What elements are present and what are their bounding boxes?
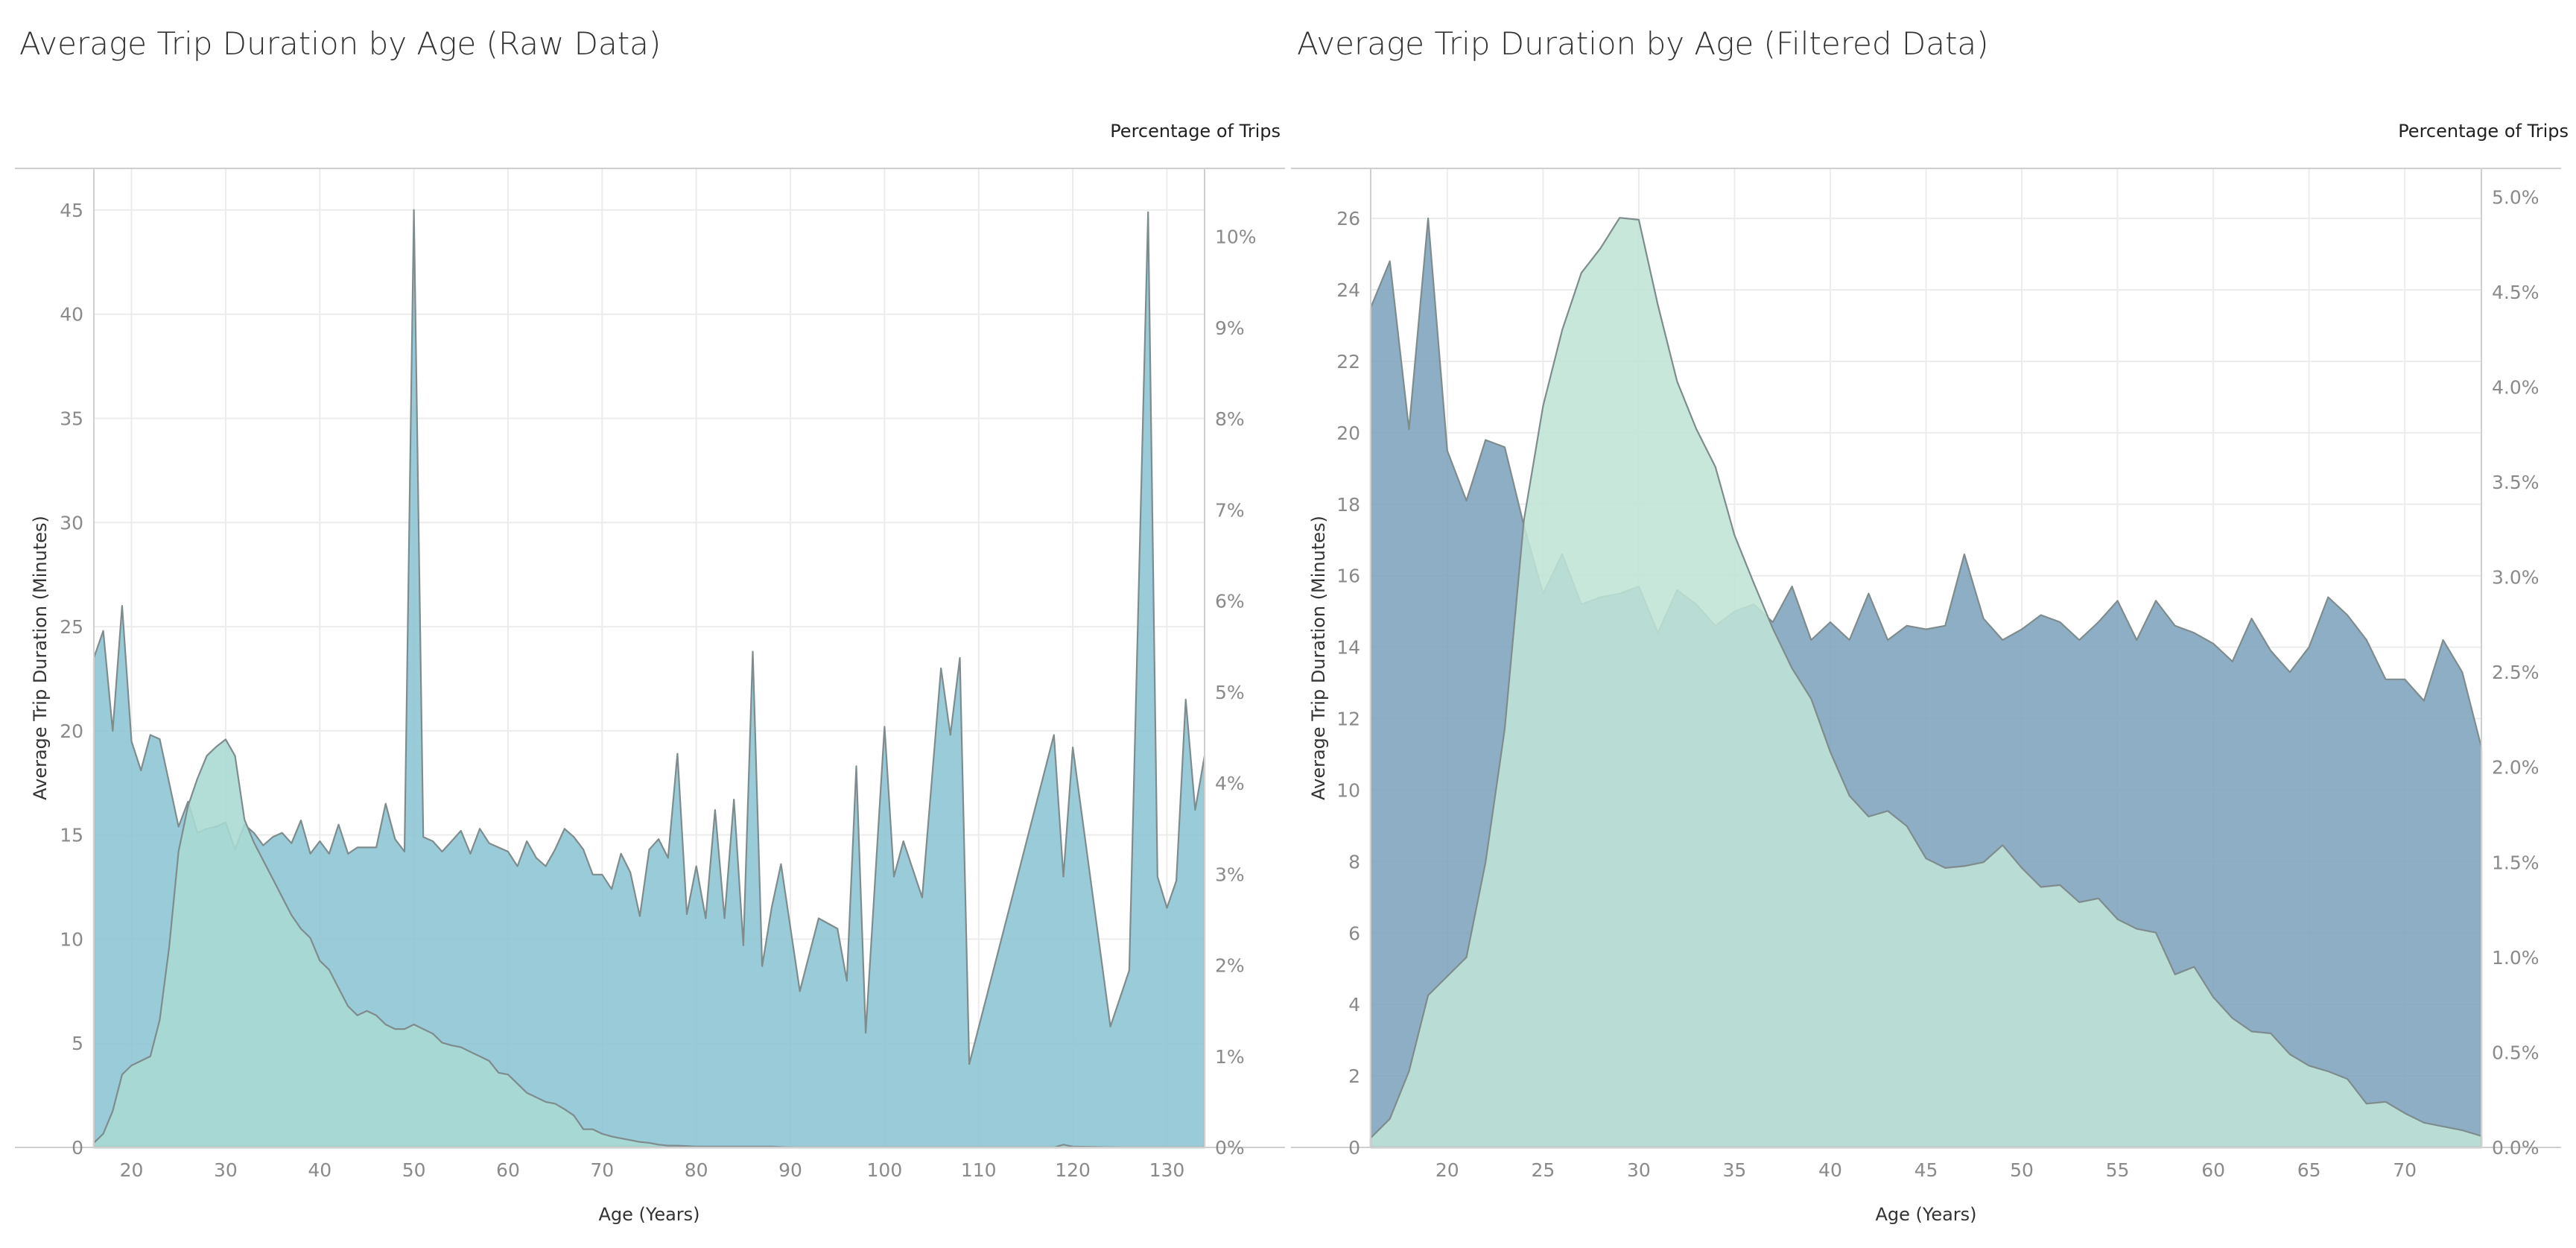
filtered-y-tick-label: 22	[1336, 351, 1360, 373]
filtered-x-tick-label: 50	[2010, 1159, 2034, 1181]
filtered-y-tick-label: 14	[1336, 637, 1360, 659]
raw-y2-tick-label: 6%	[1215, 591, 1245, 612]
raw-secondary-axis-title: Percentage of Trips	[1110, 121, 1281, 142]
raw-y2-tick-label: 5%	[1215, 682, 1245, 703]
raw-y2-tick-label: 1%	[1215, 1046, 1245, 1068]
raw-data-panel: Average Trip Duration by Age (Raw Data) …	[15, 25, 1285, 1225]
filtered-x-tick-label: 70	[2393, 1159, 2417, 1181]
filtered-y-tick-label: 26	[1336, 208, 1360, 229]
raw-y2-tick-label: 4%	[1215, 773, 1245, 794]
filtered-y-tick-label: 12	[1336, 709, 1360, 730]
raw-x-tick-label: 40	[308, 1159, 331, 1181]
filtered-x-tick-label: 25	[1531, 1159, 1555, 1181]
filtered-x-tick-label: 60	[2201, 1159, 2225, 1181]
raw-x-tick-label: 90	[778, 1159, 802, 1181]
raw-x-tick-label: 110	[961, 1159, 997, 1181]
raw-x-axis-title: Age (Years)	[598, 1204, 699, 1225]
filtered-x-tick-label: 45	[1914, 1159, 1938, 1181]
filtered-y2-tick-label: 4.5%	[2492, 282, 2539, 303]
raw-x-tick-label: 100	[867, 1159, 903, 1181]
raw-y-tick-label: 20	[60, 720, 83, 742]
raw-y-tick-label: 5	[72, 1033, 83, 1054]
raw-x-tick-label: 30	[214, 1159, 238, 1181]
raw-y-tick-label: 45	[60, 200, 83, 221]
raw-y-tick-label: 15	[60, 825, 83, 846]
filtered-x-tick-label: 20	[1435, 1159, 1459, 1181]
raw-x-tick-label: 130	[1149, 1159, 1185, 1181]
raw-y2-tick-label: 0%	[1215, 1137, 1245, 1159]
filtered-y-tick-label: 0	[1348, 1137, 1360, 1159]
filtered-y-tick-label: 2	[1348, 1065, 1360, 1087]
raw-y2-tick-label: 7%	[1215, 499, 1245, 521]
filtered-y-tick-label: 8	[1348, 851, 1360, 872]
raw-x-tick-label: 80	[685, 1159, 708, 1181]
filtered-secondary-axis-title: Percentage of Trips	[2398, 121, 2569, 142]
filtered-y-tick-label: 24	[1336, 279, 1360, 301]
filtered-trip-share-area	[1369, 217, 2483, 1149]
filtered-y-tick-label: 10	[1336, 779, 1360, 801]
filtered-chart-title: Average Trip Duration by Age (Filtered D…	[1297, 25, 1989, 62]
filtered-y-tick-label: 20	[1336, 422, 1360, 444]
filtered-y2-tick-label: 0.0%	[2492, 1137, 2539, 1159]
filtered-y2-tick-label: 1.0%	[2492, 947, 2539, 969]
filtered-y2-tick-label: 5.0%	[2492, 186, 2539, 208]
raw-y-tick-label: 10	[60, 928, 83, 950]
filtered-y2-tick-label: 4.0%	[2492, 376, 2539, 398]
raw-y-tick-label: 0	[72, 1137, 83, 1159]
raw-chart-title: Average Trip Duration by Age (Raw Data)	[19, 25, 662, 62]
raw-y2-tick-label: 9%	[1215, 317, 1245, 339]
filtered-y-tick-label: 4	[1348, 994, 1360, 1016]
raw-area-chart: 0 5 10 15 20 25 30 35 40 45 0% 1% 2% 3% 4% 5% 6% 7% 8% 9% 10…	[15, 168, 1285, 1225]
filtered-y-axis-title: Average Trip Duration (Minutes)	[1308, 516, 1329, 800]
filtered-x-tick-label: 65	[2297, 1159, 2321, 1181]
raw-trip-share-area	[92, 738, 1206, 1149]
raw-x-tick-label: 50	[402, 1159, 426, 1181]
raw-y2-tick-label: 8%	[1215, 408, 1245, 430]
filtered-y2-tick-label: 3.5%	[2492, 472, 2539, 493]
filtered-y-tick-label: 16	[1336, 566, 1360, 587]
filtered-x-tick-label: 40	[1818, 1159, 1842, 1181]
filtered-y-tick-label: 18	[1336, 494, 1360, 516]
raw-x-tick-label: 120	[1055, 1159, 1091, 1181]
filtered-data-panel: Average Trip Duration by Age (Filtered D…	[1288, 0, 2576, 1248]
raw-y2-tick-label: 2%	[1215, 955, 1245, 977]
filtered-x-tick-label: 35	[1723, 1159, 1747, 1181]
filtered-x-tick-label: 55	[2106, 1159, 2130, 1181]
raw-y2-tick-label: 3%	[1215, 864, 1245, 885]
raw-x-tick-label: 60	[496, 1159, 520, 1181]
raw-y-tick-label: 35	[60, 408, 83, 429]
filtered-y2-tick-label: 0.5%	[2492, 1042, 2539, 1063]
filtered-y2-tick-label: 2.5%	[2492, 662, 2539, 683]
raw-y-tick-label: 40	[60, 304, 83, 326]
filtered-area-chart: 024681012141618202224260.0%0.5%1.0%1.5%2…	[1291, 168, 2561, 1225]
raw-x-tick-label: 20	[120, 1159, 144, 1181]
raw-x-tick-label: 70	[590, 1159, 614, 1181]
filtered-y2-tick-label: 2.0%	[2492, 757, 2539, 779]
filtered-y2-tick-label: 3.0%	[2492, 567, 2539, 589]
raw-y-tick-label: 30	[60, 512, 83, 533]
filtered-x-tick-label: 30	[1627, 1159, 1651, 1181]
raw-y2-tick-label: 10%	[1215, 227, 1257, 248]
filtered-y2-tick-label: 1.5%	[2492, 852, 2539, 873]
raw-y-tick-label: 25	[60, 616, 83, 638]
filtered-y-tick-label: 6	[1348, 922, 1360, 944]
raw-y-axis-title: Average Trip Duration (Minutes)	[30, 516, 51, 800]
filtered-x-axis-title: Age (Years)	[1875, 1204, 1976, 1225]
